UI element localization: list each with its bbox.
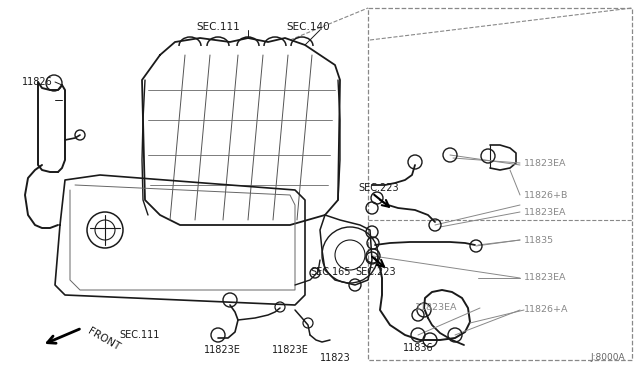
Text: SEC.111: SEC.111 <box>196 22 240 32</box>
Text: 11823EA: 11823EA <box>524 273 566 282</box>
Text: SEC.111: SEC.111 <box>120 330 160 340</box>
Text: 11823E: 11823E <box>204 345 241 355</box>
Text: 11826+B: 11826+B <box>524 190 568 199</box>
Text: 11835: 11835 <box>524 235 554 244</box>
Text: 11823EA: 11823EA <box>524 208 566 217</box>
Text: 11826+A: 11826+A <box>524 305 568 314</box>
Text: SEC.223: SEC.223 <box>358 183 399 193</box>
Text: 11836: 11836 <box>403 343 433 353</box>
Text: SEC.165: SEC.165 <box>310 267 351 277</box>
Text: 11823EA: 11823EA <box>415 304 458 312</box>
Text: SEC.223: SEC.223 <box>355 267 396 277</box>
Text: SEC.140: SEC.140 <box>286 22 330 32</box>
Text: 11823E: 11823E <box>271 345 308 355</box>
Text: 11823EA: 11823EA <box>524 158 566 167</box>
Text: 11823: 11823 <box>320 353 351 363</box>
Text: 11826: 11826 <box>22 77 52 87</box>
Text: J:8000A: J:8000A <box>590 353 625 362</box>
Text: FRONT: FRONT <box>86 326 121 352</box>
